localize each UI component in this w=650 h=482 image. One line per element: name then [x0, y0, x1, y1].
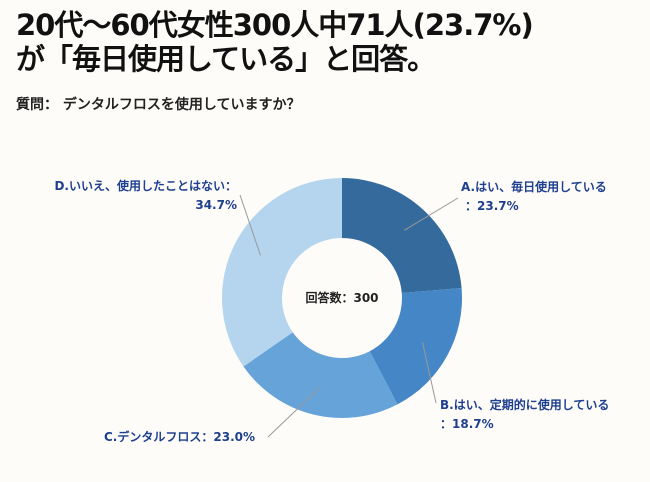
label-a: A.はい、毎日使用している ：23.7%	[461, 178, 607, 216]
label-b-value: ：18.7%	[440, 417, 494, 431]
slice-b	[369, 288, 462, 405]
center-label: 回答数：300	[305, 291, 379, 305]
title-line-1: 20代〜60代女性300人中71人(23.7%)	[16, 8, 534, 42]
label-c: C.デンタルフロス：23.0%	[104, 428, 255, 447]
leader-line-d	[239, 194, 261, 256]
slice-c	[243, 332, 398, 419]
question-text: 質問： デンタルフロスを使用していますか？	[16, 97, 301, 113]
leader-line-c	[267, 386, 321, 438]
slice-d	[222, 178, 342, 367]
leader-line-b	[422, 342, 437, 404]
label-d-line1: D.いいえ、使用したことはない：	[54, 179, 237, 193]
slice-a	[342, 178, 462, 294]
label-a-value: ：23.7%	[465, 199, 519, 213]
leader-line-a	[404, 197, 459, 231]
title-line-2: が「毎日使用している」と回答。	[16, 42, 436, 76]
label-d-value: 34.7%	[195, 198, 237, 212]
label-c-line1: C.デンタルフロス：23.0%	[104, 430, 255, 444]
label-b-line1: B.はい、定期的に使用している	[440, 398, 610, 412]
label-b: B.はい、定期的に使用している ：18.7%	[440, 396, 609, 434]
chart-title: 20代〜60代女性300人中71人(23.7%) が「毎日使用している」と回答。	[16, 8, 534, 76]
label-a-line1: A.はい、毎日使用している	[461, 180, 607, 194]
label-d: D.いいえ、使用したことはない： 34.7%	[34, 177, 237, 215]
